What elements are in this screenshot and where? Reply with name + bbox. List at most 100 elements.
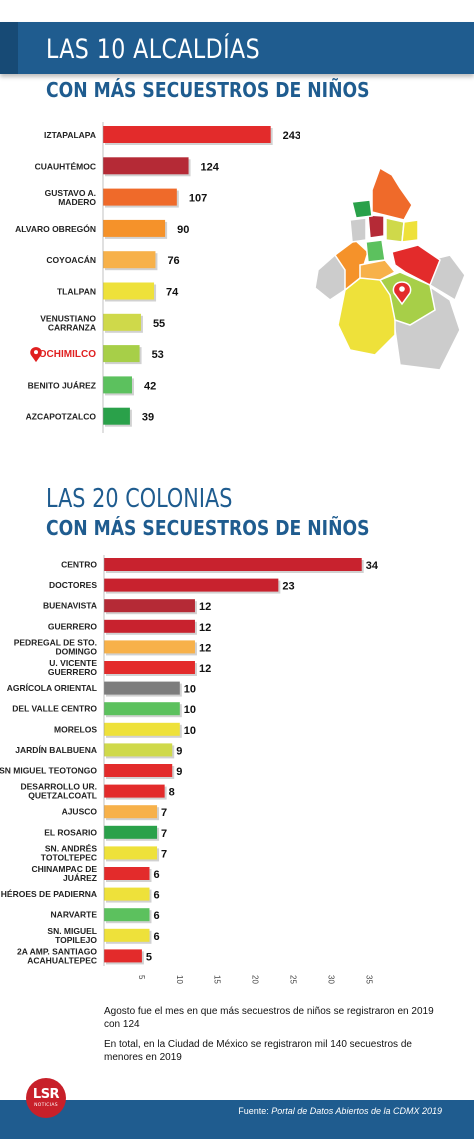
bar (103, 313, 141, 331)
tick-label: 25 (289, 975, 298, 984)
category-label: DESARROLLO UR. QUETZALCOATL (21, 782, 98, 801)
bar (104, 661, 195, 674)
data-label: 53 (152, 349, 164, 361)
footer-band (0, 1100, 474, 1139)
source-label: Fuente: (238, 1106, 272, 1116)
category-label: BENITO JUÁREZ (28, 380, 96, 390)
category-label: U. VICENTE GUERRERO (48, 658, 98, 677)
category-label: ALVARO OBREGÓN (15, 223, 96, 234)
note-1: Agosto fue el mes en que más secuestros … (104, 1006, 434, 1030)
bar (104, 640, 195, 654)
bar (104, 681, 180, 695)
chart1-subtitle: CON MÁS SECUESTROS DE NIÑOS (46, 78, 370, 102)
cdmx-map (314, 166, 466, 371)
lsr-logo: LSR NOTICIAS (26, 1078, 66, 1118)
category-label: TLALPAN (57, 287, 96, 297)
category-label: EL ROSARIO (44, 827, 97, 837)
category-label: CENTRO (61, 560, 97, 570)
bar (103, 126, 271, 143)
tick-label: 35 (364, 975, 373, 984)
category-label: CUAUHTÉMOC (35, 161, 96, 171)
category-label: AGRÍCOLA ORIENTAL (7, 683, 97, 693)
bar (103, 376, 132, 394)
category-label: COYOACÁN (46, 255, 96, 265)
bar (104, 908, 150, 922)
note-2: En total, en la Ciudad de México se regi… (104, 1039, 412, 1063)
data-label: 7 (161, 807, 167, 819)
logo-subtext: NOTICIAS (34, 1103, 58, 1108)
category-label: GUERRERO (48, 621, 98, 631)
data-label: 107 (189, 193, 207, 205)
data-label: 42 (144, 380, 156, 392)
tick-label: 20 (251, 975, 260, 984)
category-label: CHINAMPAC DE JUÁREZ (32, 864, 98, 883)
data-label: 7 (161, 848, 167, 860)
bar (104, 867, 150, 880)
data-label: 9 (176, 766, 182, 778)
bar (104, 599, 195, 613)
category-label: DOCTORES (49, 580, 97, 590)
category-label: BUENAVISTA (43, 601, 97, 611)
data-label: 5 (146, 951, 152, 963)
data-label: 76 (167, 255, 179, 267)
category-label: GUSTAVO A. MADERO (45, 188, 97, 207)
data-label: 7 (161, 828, 167, 840)
bar (104, 764, 173, 777)
data-label: 12 (199, 622, 211, 634)
bar (104, 887, 150, 901)
category-label: SN MIGUEL TEOTONGO (0, 766, 97, 776)
data-label: 6 (153, 869, 159, 881)
data-label: 23 (282, 581, 294, 593)
category-label: HÉROES DE PADIERNA (1, 889, 97, 899)
bar (104, 846, 158, 860)
bar (104, 702, 180, 716)
logo-text: LSR (32, 1087, 60, 1102)
data-label: 243 (283, 130, 300, 142)
data-label: 10 (184, 684, 196, 696)
bar (103, 251, 156, 269)
bar (104, 825, 158, 839)
bar (104, 949, 142, 963)
data-label: 12 (199, 663, 211, 675)
category-label: SN. MIGUEL TOPILEJO (47, 926, 97, 945)
tick-label: 10 (175, 975, 184, 984)
data-label: 6 (153, 910, 159, 922)
category-label: AJUSCO (62, 807, 98, 817)
category-label: IZTAPALAPA (44, 130, 96, 140)
category-label: VENUSTIANO CARRANZA (40, 313, 96, 332)
top-band (0, 0, 474, 14)
colonias-bar-chart: 34 CENTRO 23 DOCTORES 12 BUENAVISTA 12 GUERRERO… (0, 555, 379, 984)
category-label: DEL VALLE CENTRO (12, 704, 97, 714)
bar (104, 743, 173, 757)
bar (104, 928, 150, 942)
tick-label: 15 (213, 975, 222, 984)
map-regions (314, 166, 466, 371)
bar (103, 282, 155, 300)
bar (103, 188, 177, 206)
category-label: 2A AMP. SANTIAGO ACAHUALTEPEC (17, 946, 97, 965)
category-label: NARVARTE (51, 910, 98, 920)
chart1-title: LAS 10 ALCALDÍAS (46, 34, 261, 65)
category-label: XOCHIMILCO (32, 349, 96, 360)
category-label: MORELOS (54, 724, 97, 734)
category-label: SN. ANDRÉS TOTOLTEPEC (41, 843, 98, 862)
title-band (0, 22, 474, 74)
data-label: 6 (153, 890, 159, 902)
tick-label: 5 (137, 975, 146, 980)
data-label: 10 (184, 704, 196, 716)
data-label: 9 (176, 745, 182, 757)
data-label: 10 (184, 725, 196, 737)
category-label: PEDREGAL DE STO. DOMINGO (14, 637, 98, 656)
category-label: JARDÍN BALBUENA (15, 745, 97, 755)
data-label: 39 (142, 412, 154, 424)
bar (103, 407, 130, 425)
notes: Agosto fue el mes en que más secuestros … (104, 1006, 444, 1072)
data-label: 55 (153, 318, 165, 330)
bar (103, 219, 166, 237)
bar (104, 558, 362, 571)
data-label: 74 (166, 287, 179, 299)
bar (104, 578, 279, 592)
data-label: 6 (153, 931, 159, 943)
map-pin-icon (30, 347, 42, 363)
category-label: AZCAPOTZALCO (26, 412, 97, 422)
